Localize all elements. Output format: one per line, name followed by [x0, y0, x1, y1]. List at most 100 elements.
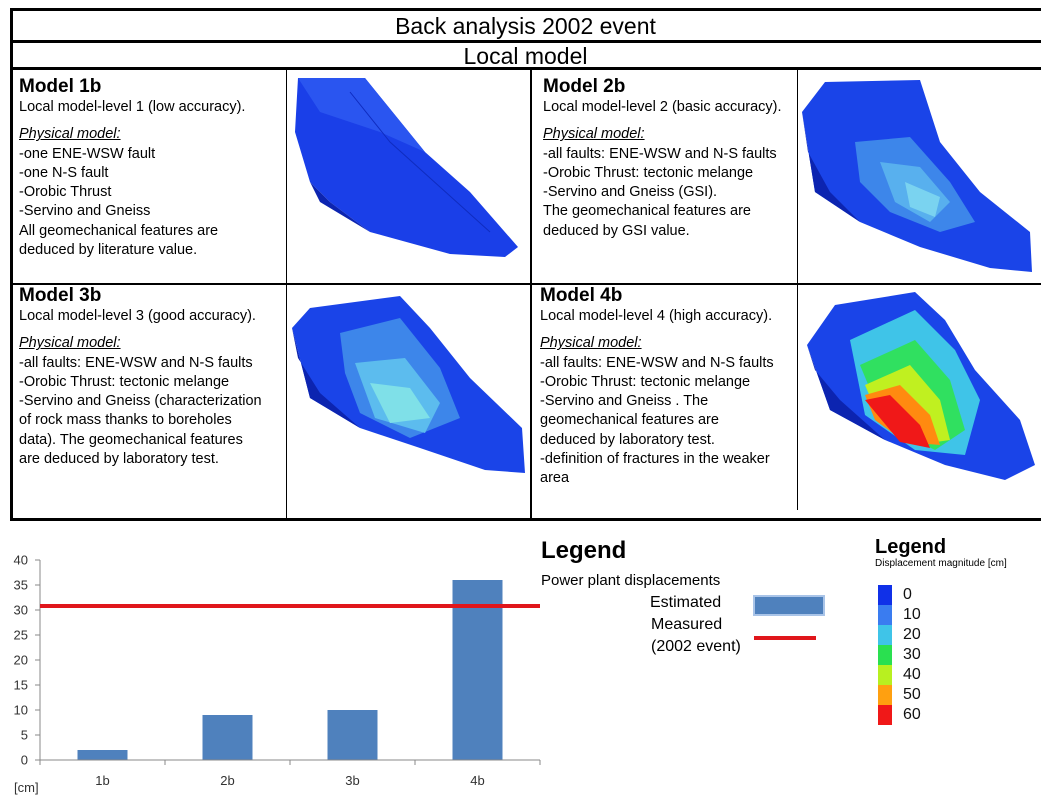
model-4b-line: deduced by laboratory test.	[540, 431, 715, 448]
model-1b-title: Model 1b	[19, 76, 102, 97]
bar-series	[77, 580, 503, 760]
page-subtitle: Local model	[463, 43, 588, 69]
model-2b-cell: Model 2b Local model-level 2 (basic accu…	[543, 76, 795, 241]
model-4b-line: -Orobic Thrust: tectonic melange	[540, 373, 751, 390]
model-3b-title: Model 3b	[19, 285, 102, 306]
divider-1b	[286, 69, 287, 284]
y-tick-label: 40	[14, 553, 28, 568]
y-tick-label: 30	[14, 603, 28, 618]
colorbar-label: 30	[903, 646, 921, 663]
model-3b-render	[292, 296, 525, 473]
unit-label: [cm]	[14, 780, 39, 795]
colorbar-swatch	[878, 645, 892, 665]
model-4b-level: Local model-level 4 (high accuracy).	[540, 308, 773, 324]
model-3b-level: Local model-level 3 (good accuracy).	[19, 308, 256, 324]
y-tick-label: 0	[21, 753, 28, 768]
displacement-chart: 0 5 10 15 20 25 30 35 40 1b 2b 3b 4b	[14, 553, 541, 788]
model-3b-line: -all faults: ENE-WSW and N-S faults	[19, 354, 253, 371]
model-4b-render	[807, 292, 1035, 480]
border-subtitle	[10, 67, 1041, 70]
bar-1b	[77, 750, 128, 760]
model-2b-level: Local model-level 2 (basic accuracy).	[543, 99, 782, 115]
model-3b-cell: Model 3b Local model-level 3 (good accur…	[19, 285, 284, 469]
model-4b-line: -all faults: ENE-WSW and N-S faults	[540, 354, 774, 371]
model-1b-physical-label: Physical model:	[19, 126, 121, 143]
legend-measured-label-2: (2002 event)	[651, 638, 741, 655]
colorbar-swatch	[878, 685, 892, 705]
border-bottom	[10, 518, 1041, 521]
model-3b-line: -Servino and Gneiss (characterization	[19, 393, 262, 410]
y-tick-label: 5	[21, 728, 28, 743]
model-2b-line: -Servino and Gneiss (GSI).	[543, 184, 718, 201]
model-4b-line: -Servino and Gneiss . The	[540, 393, 709, 410]
model-1b-line: All geomechanical features are	[19, 222, 219, 239]
model-3b-physical-label: Physical model:	[19, 335, 121, 352]
model-1b-line: -Orobic Thrust	[19, 184, 112, 201]
model-1b-line: -one ENE-WSW fault	[19, 145, 156, 162]
model-4b-title: Model 4b	[540, 285, 623, 306]
legend-estimated-label: Estimated	[650, 594, 722, 611]
model-2b-line: The geomechanical features are	[543, 203, 751, 220]
model-4b-cell: Model 4b Local model-level 4 (high accur…	[540, 285, 795, 489]
x-tick-label: 3b	[345, 773, 359, 788]
model-1b-line: deduced by literature value.	[19, 242, 198, 259]
colorbar-label: 60	[903, 706, 921, 723]
legend-measured-swatch	[754, 636, 816, 640]
model-3b-line: data). The geomechanical features	[19, 431, 243, 448]
x-tick-label: 4b	[470, 773, 484, 788]
colorbar-label: 40	[903, 666, 921, 683]
y-tick-label: 25	[14, 628, 28, 643]
y-axis: 0 5 10 15 20 25 30 35 40	[14, 553, 41, 768]
colorbar-swatch	[878, 605, 892, 625]
legend-title: Legend	[541, 537, 627, 564]
divider-3b	[286, 285, 287, 519]
model-3b-line: of rock mass thanks to boreholes	[19, 412, 232, 429]
border-left	[10, 8, 13, 520]
bar-3b	[327, 710, 378, 760]
model-2b-physical-label: Physical model:	[543, 126, 645, 143]
colorbar-swatch	[878, 585, 892, 605]
border-middle	[530, 67, 532, 520]
model-2b-line: deduced by GSI value.	[543, 222, 690, 239]
colorbar-swatch	[878, 625, 892, 645]
x-axis: 1b 2b 3b 4b	[39, 759, 541, 788]
y-tick-label: 10	[14, 703, 28, 718]
colorbar-swatch	[878, 665, 892, 685]
bar-4b	[452, 580, 503, 760]
y-tick-label: 35	[14, 578, 28, 593]
model-4b-physical-label: Physical model:	[540, 335, 642, 352]
colorbar-label: 20	[903, 626, 921, 643]
x-tick-label: 1b	[95, 773, 109, 788]
model-4b-line: area	[540, 470, 570, 487]
model-1b-line: -one N-S fault	[19, 164, 109, 181]
colorbar-swatch	[878, 705, 892, 725]
colorbar-label: 10	[903, 606, 921, 623]
model-4b-line: geomechanical features are	[540, 412, 719, 429]
model-1b-render	[295, 78, 518, 257]
model-2b-title: Model 2b	[543, 76, 626, 97]
divider-2b	[797, 69, 798, 284]
legend-estimated-swatch	[753, 595, 825, 616]
page-title: Back analysis 2002 event	[395, 13, 656, 39]
model-2b-line: -all faults: ENE-WSW and N-S faults	[543, 145, 777, 162]
colorbar-subtitle: Displacement magnitude [cm]	[875, 558, 1007, 569]
border-top	[10, 8, 1041, 11]
model-1b-level: Local model-level 1 (low accuracy).	[19, 99, 246, 115]
model-3b-line: are deduced by laboratory test.	[19, 451, 219, 468]
border-row	[10, 283, 1041, 285]
legend-measured-label: Measured	[651, 616, 723, 633]
y-tick-label: 15	[14, 678, 28, 693]
bar-2b	[202, 715, 253, 760]
model-1b-cell: Model 1b Local model-level 1 (low accura…	[19, 76, 284, 260]
model-2b-render	[802, 80, 1032, 272]
y-tick-label: 20	[14, 653, 28, 668]
colorbar-label: 0	[903, 586, 912, 603]
border-title	[10, 40, 1041, 43]
model-2b-line: -Orobic Thrust: tectonic melange	[543, 164, 754, 181]
colorbar-title: Legend	[875, 536, 947, 558]
legend-subtitle: Power plant displacements	[541, 572, 721, 589]
model-4b-line: -definition of fractures in the weaker	[540, 451, 770, 468]
colorbar-label: 50	[903, 686, 921, 703]
x-tick-label: 2b	[220, 773, 234, 788]
model-1b-line: -Servino and Gneiss	[19, 203, 151, 220]
